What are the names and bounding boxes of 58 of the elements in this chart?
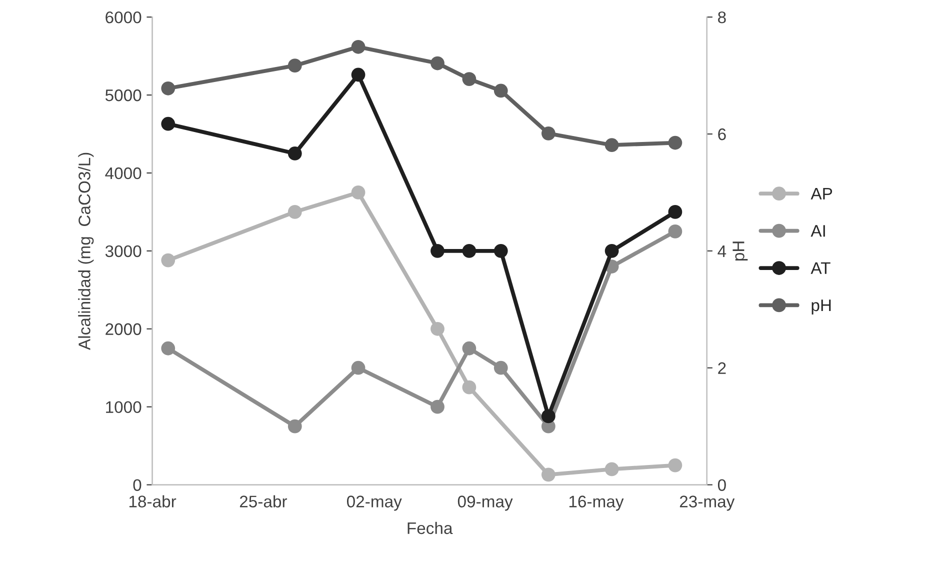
- y2-tick-label: 6: [718, 128, 726, 140]
- point: [161, 116, 176, 131]
- y2-axis-title: pH: [732, 242, 748, 261]
- point: [668, 205, 682, 219]
- point: [288, 419, 302, 434]
- point: [161, 341, 176, 356]
- point: [462, 72, 476, 86]
- legend-label: AP: [810, 188, 832, 200]
- point: [430, 56, 444, 70]
- point: [494, 244, 508, 258]
- legend-label: AT: [810, 262, 830, 274]
- point: [288, 205, 302, 219]
- point: [668, 224, 682, 238]
- point: [430, 322, 444, 336]
- y-tick-label: 6000: [106, 11, 142, 24]
- point: [604, 462, 619, 476]
- y-tick-label: 5000: [105, 89, 142, 102]
- point: [430, 244, 444, 258]
- legend-label: pH: [812, 300, 831, 314]
- y2-tick-label: 8: [718, 11, 726, 24]
- point: [351, 68, 366, 82]
- x-tick-label: 09-may: [458, 496, 513, 511]
- point: [161, 253, 176, 268]
- x-tick-label: 25-abr: [240, 495, 288, 508]
- point: [541, 468, 556, 482]
- y2-tick-label: 2: [718, 362, 726, 374]
- y-tick-label: 4000: [105, 167, 142, 180]
- x-tick-label: 16-may: [569, 496, 624, 511]
- point: [604, 244, 619, 258]
- point: [351, 186, 366, 200]
- x-axis-title: Fecha: [408, 522, 453, 534]
- point: [462, 244, 476, 258]
- x-tick-label: 02-may: [346, 496, 402, 511]
- point: [430, 400, 444, 414]
- y-tick-label: 0: [133, 479, 142, 491]
- point: [351, 40, 366, 54]
- point: [462, 341, 476, 356]
- point: [351, 360, 366, 375]
- x-tick-label: 23-may: [680, 496, 735, 511]
- y-tick-label: 3000: [105, 245, 142, 258]
- y-tick-label: 1000: [106, 401, 142, 414]
- point: [668, 136, 682, 150]
- point: [161, 81, 176, 96]
- point: [494, 84, 508, 98]
- point: [541, 126, 556, 140]
- x-tick-label: 18-abr: [129, 495, 176, 508]
- y-axis-title: Alcalinidad (mg CaCO3/L): [78, 152, 94, 350]
- point: [541, 409, 556, 424]
- point: [494, 360, 508, 375]
- y2-tick-label: 4: [718, 246, 726, 257]
- point: [288, 146, 302, 160]
- point: [668, 458, 682, 472]
- point: [462, 380, 476, 394]
- point: [604, 138, 619, 152]
- y-tick-label: 2000: [106, 323, 142, 336]
- point: [288, 58, 302, 73]
- y2-tick-label: 0: [718, 479, 726, 491]
- legend-label: AI: [810, 225, 825, 237]
